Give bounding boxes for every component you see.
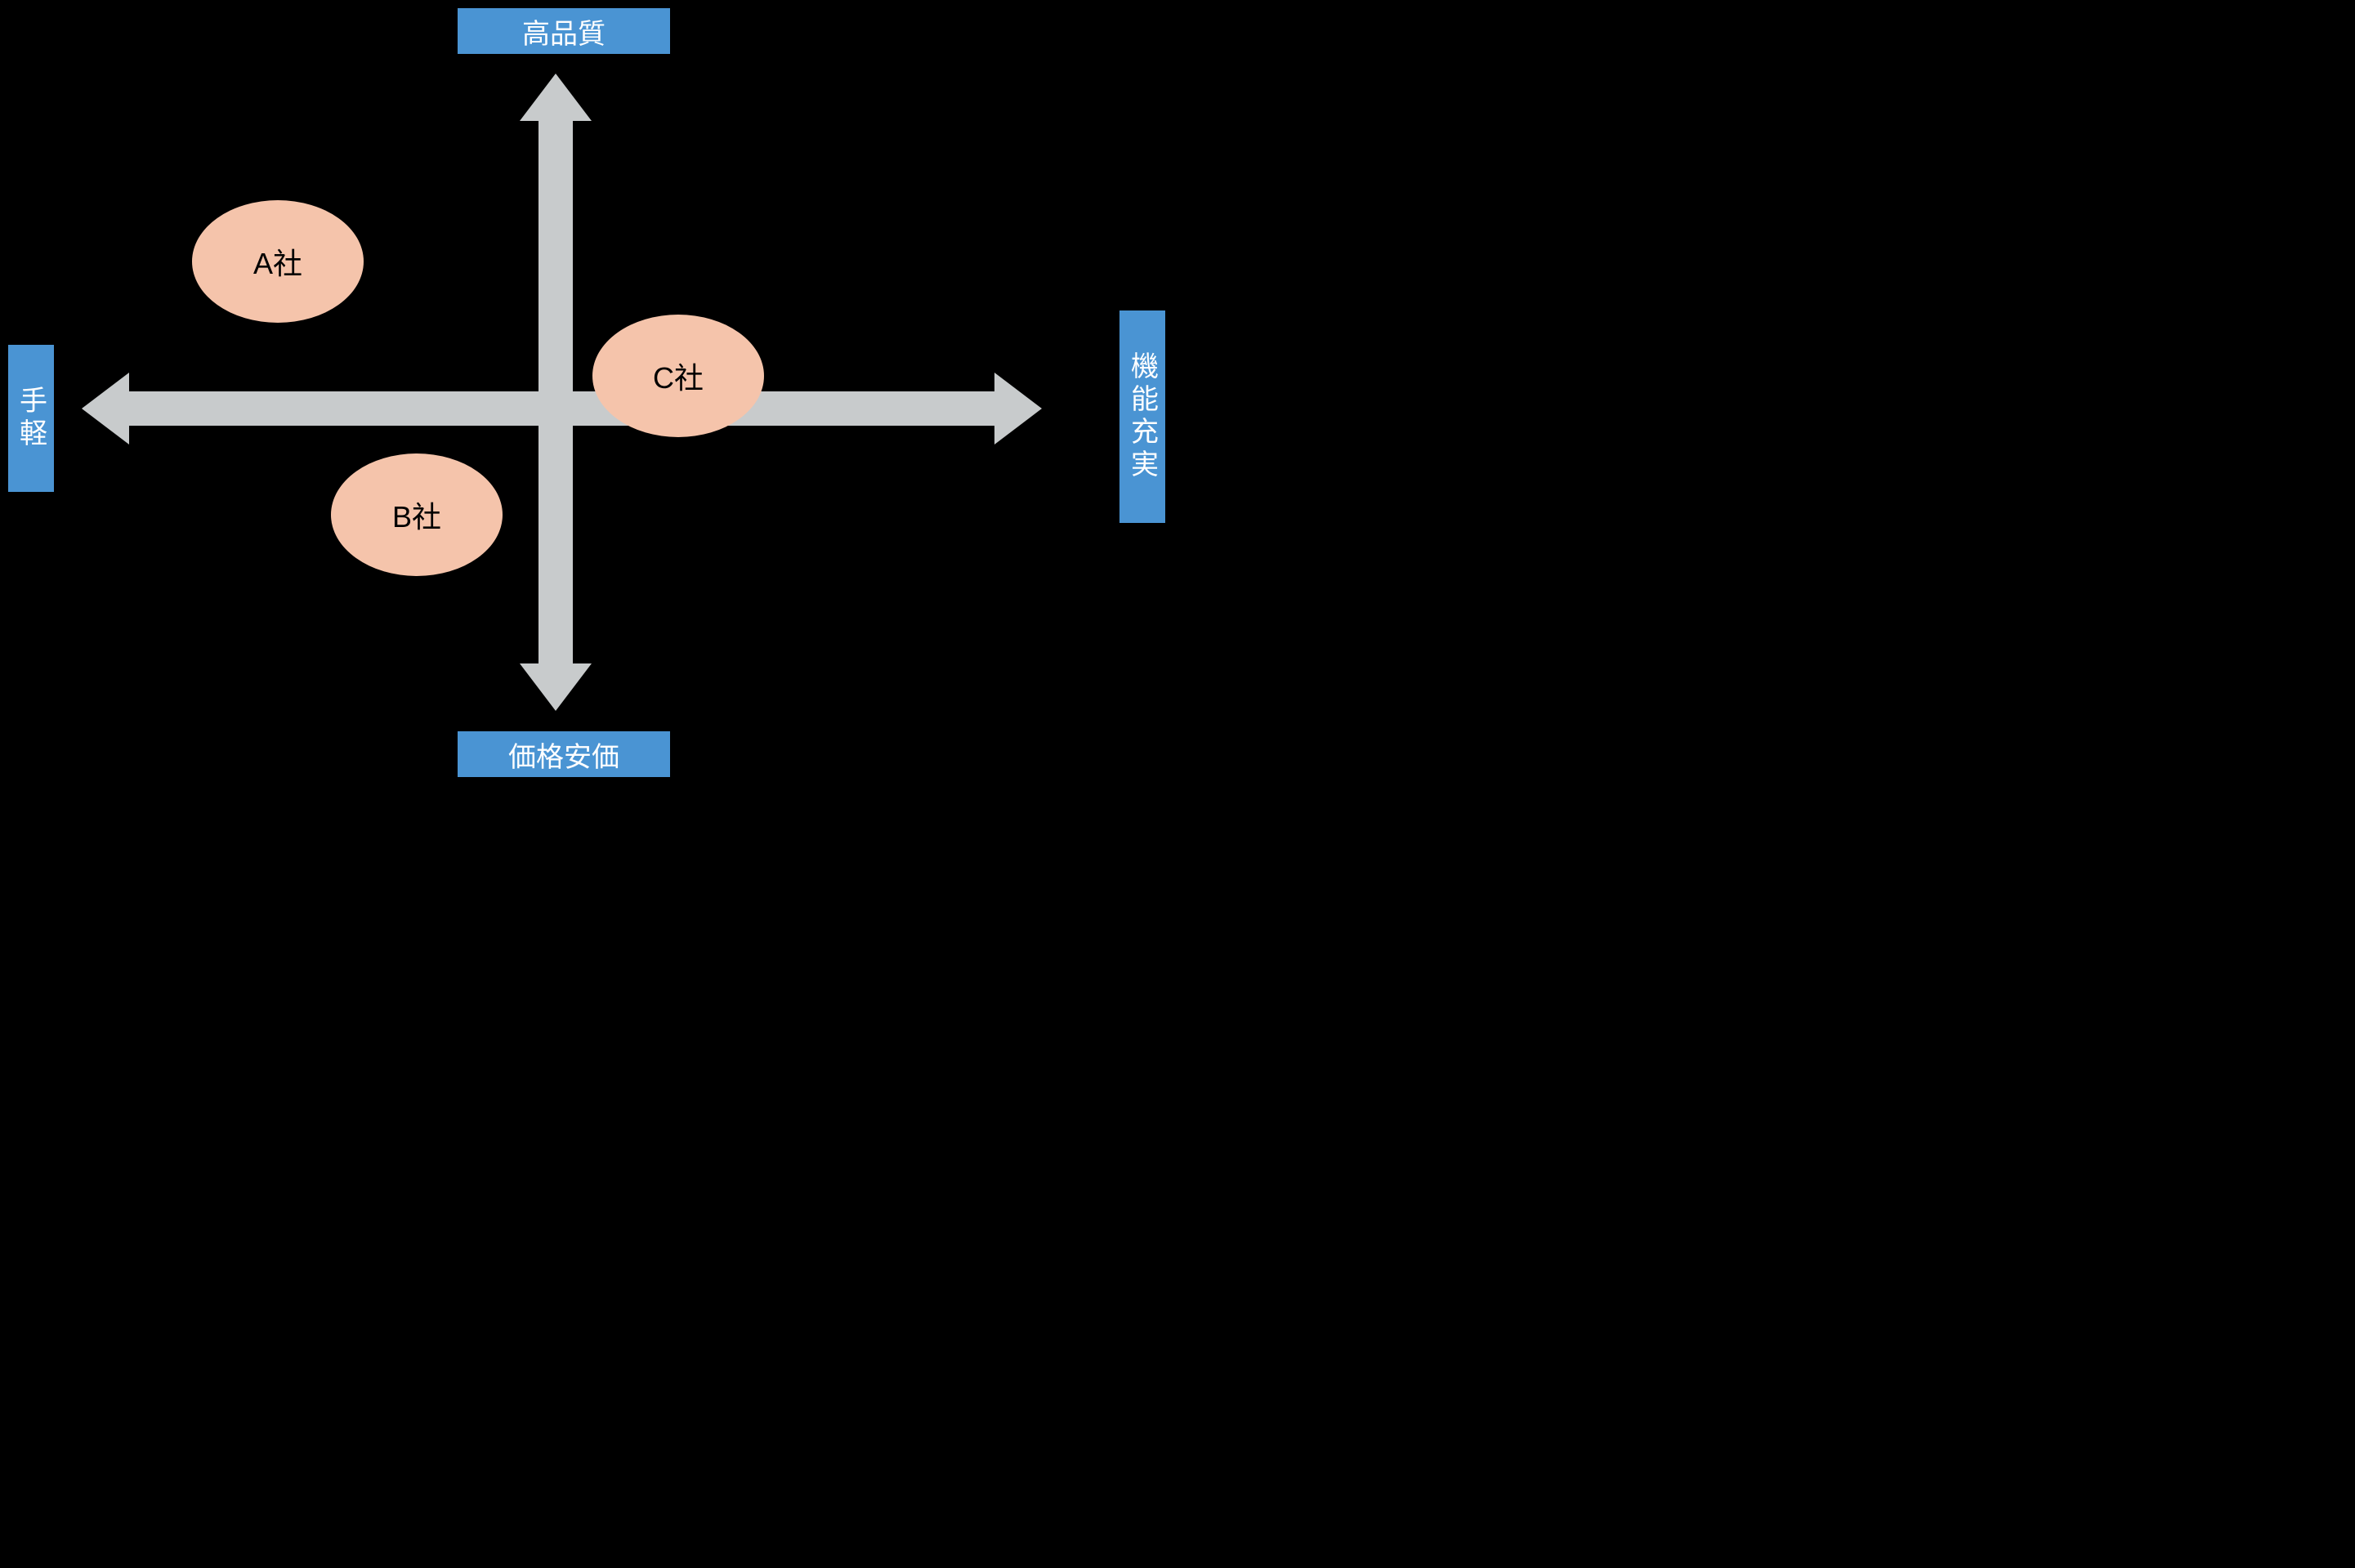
axis-label-top: 高品質 <box>458 8 670 54</box>
arrowhead-right-icon <box>994 373 1042 444</box>
arrowhead-left-icon <box>82 373 129 444</box>
arrowhead-down-icon <box>520 663 592 711</box>
bubble-company-a: A社 <box>192 200 364 323</box>
horizontal-axis-stem <box>129 391 994 426</box>
bubble-label: B社 <box>392 494 441 536</box>
arrowhead-up-icon <box>520 74 592 121</box>
bubble-company-c: C社 <box>592 315 764 437</box>
bubble-label: A社 <box>253 240 302 283</box>
bubble-label: C社 <box>653 355 704 397</box>
quadrant-diagram: 高品質 価格安価 手軽 機能充実 A社 B社 C社 <box>0 0 1177 784</box>
axis-label-bottom: 価格安価 <box>458 731 670 777</box>
axis-label-right: 機能充実 <box>1119 310 1165 523</box>
bubble-company-b: B社 <box>331 453 503 576</box>
axis-label-left: 手軽 <box>8 345 54 492</box>
